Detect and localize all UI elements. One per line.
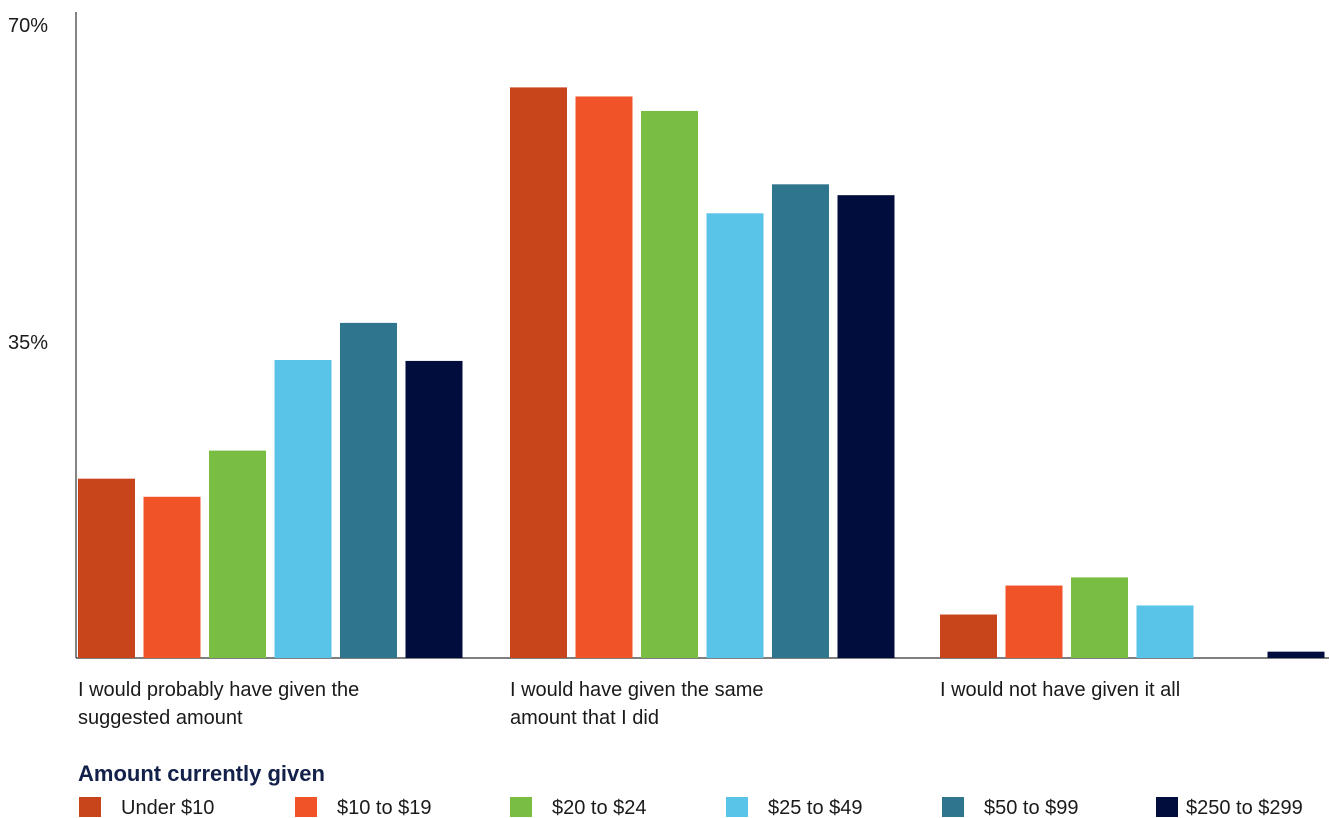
legend-swatch xyxy=(942,797,964,817)
bar xyxy=(772,184,829,658)
legend: Amount currently given Under $10 $10 to $… xyxy=(78,761,1303,818)
bar xyxy=(405,360,463,658)
legend-label: $10 to $19 xyxy=(337,797,432,818)
legend-swatch xyxy=(1156,797,1178,817)
legend-title: Amount currently given xyxy=(78,761,325,786)
legend-label: $50 to $99 xyxy=(984,797,1079,818)
bar xyxy=(274,360,332,658)
legend-swatch xyxy=(726,797,748,817)
legend-swatch xyxy=(510,797,532,817)
legend-label: Under $10 xyxy=(121,797,214,818)
y-axis: 70% 35% xyxy=(8,12,77,658)
bar xyxy=(940,614,997,658)
bar xyxy=(510,87,567,658)
bar xyxy=(1071,577,1128,658)
category-label: I would probably have given the suggested… xyxy=(78,679,359,729)
bar xyxy=(837,195,895,658)
legend-label: $25 to $49 xyxy=(768,797,863,818)
bar xyxy=(706,213,764,658)
bar xyxy=(575,96,633,658)
y-tick-label: 35% xyxy=(8,332,48,354)
legend-swatch xyxy=(295,797,317,817)
bar xyxy=(1136,605,1194,658)
bar xyxy=(209,450,266,658)
bar xyxy=(1005,585,1063,658)
legend-label: $20 to $24 xyxy=(552,797,647,818)
legend-swatch xyxy=(79,797,101,817)
category-label: I would not have given it all xyxy=(940,679,1180,701)
category-labels: I would probably have given the suggested… xyxy=(78,679,1180,729)
bar xyxy=(340,322,397,658)
bars xyxy=(78,87,1325,659)
bar xyxy=(1267,651,1325,658)
bar xyxy=(143,496,201,658)
bar xyxy=(641,110,698,659)
legend-label: $250 to $299 xyxy=(1186,797,1303,818)
category-label: I would have given the same amount that I… xyxy=(510,679,764,729)
y-tick-label: 70% xyxy=(8,15,48,37)
bar xyxy=(78,478,135,658)
